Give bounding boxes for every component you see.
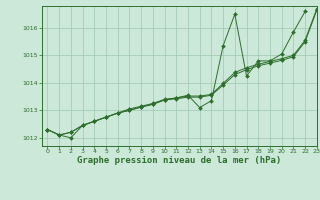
X-axis label: Graphe pression niveau de la mer (hPa): Graphe pression niveau de la mer (hPa) xyxy=(77,156,281,165)
